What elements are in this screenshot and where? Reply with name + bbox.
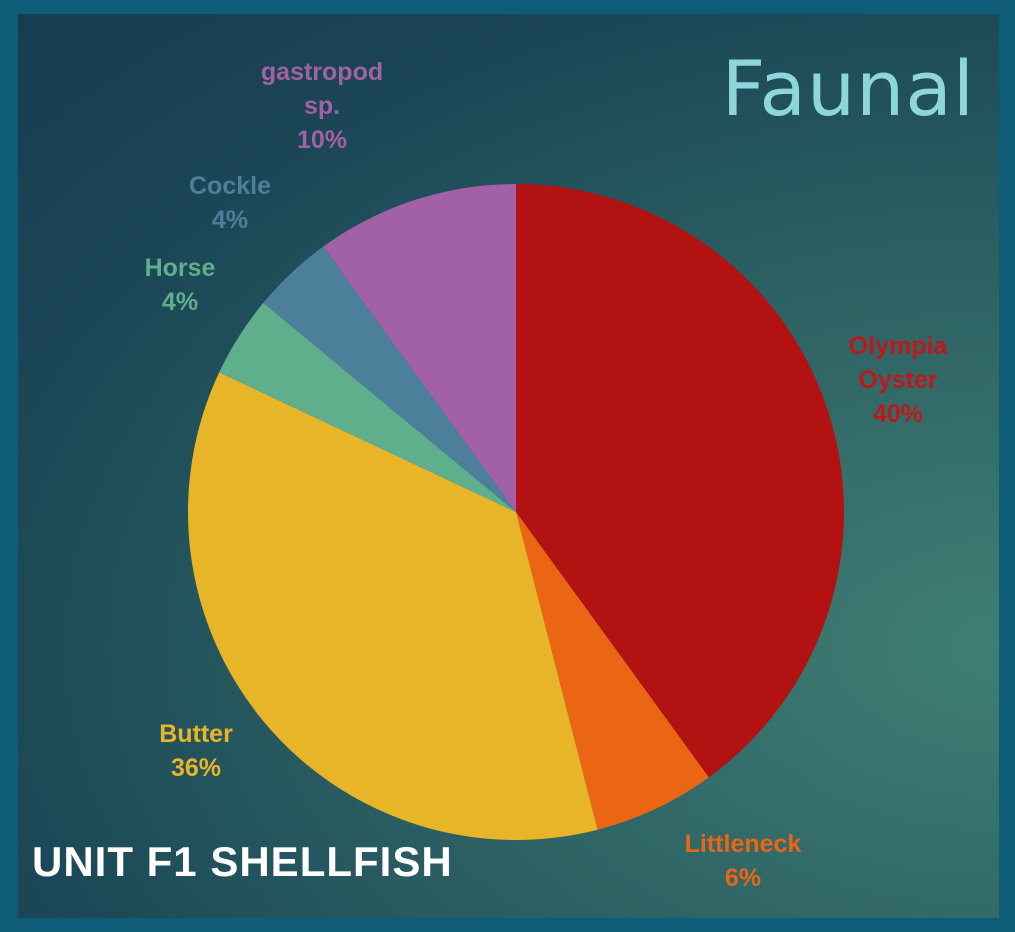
data-label-butter: Butter 36% bbox=[159, 720, 233, 782]
pie-slice-cockle bbox=[263, 246, 516, 512]
pie-slice-gastropod-sp bbox=[323, 184, 516, 512]
data-label-cockle: Cockle 4% bbox=[189, 172, 271, 234]
slide: Faunal Olympia Oyster 40% Littleneck 6% Butte… bbox=[18, 14, 999, 918]
pie-slice-horse bbox=[219, 302, 516, 512]
slide-heading: Faunal bbox=[721, 44, 975, 133]
pie-slice-butter bbox=[187, 372, 598, 840]
slide-subtitle: UNIT F1 SHELLFISH bbox=[32, 838, 453, 885]
pie-slice-olympia-oyster bbox=[516, 184, 844, 778]
pie-slice-littleneck bbox=[516, 512, 709, 830]
data-label-horse: Horse 4% bbox=[145, 254, 216, 316]
data-label-littleneck: Littleneck 6% bbox=[685, 830, 802, 892]
data-label-olympia-oyster: Olympia Oyster 40% bbox=[849, 332, 949, 428]
pie-chart: Olympia Oyster 40% Littleneck 6% Butter 36% Hor… bbox=[145, 58, 949, 892]
data-label-gastropod-sp: gastropod sp. 10% bbox=[261, 58, 383, 154]
